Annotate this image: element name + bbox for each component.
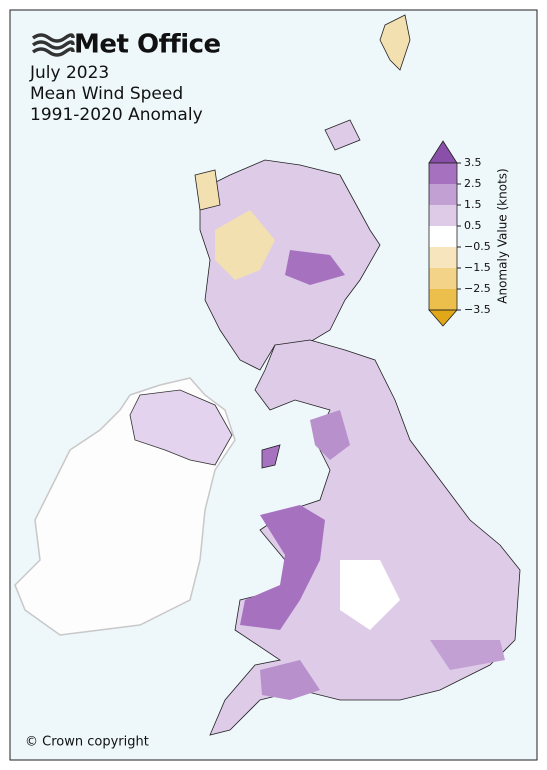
colorbar-segment — [429, 247, 457, 268]
colorbar-tick-label: 3.5 — [464, 156, 482, 169]
colorbar-outline — [428, 162, 458, 311]
title-line: July 2023 — [29, 63, 109, 83]
colorbar-tick-label: −3.5 — [464, 303, 491, 316]
colorbar-segment — [429, 163, 457, 184]
colorbar-tick-label: 1.5 — [464, 198, 482, 211]
logo-icon — [31, 33, 75, 57]
colorbar-segment — [429, 205, 457, 226]
logo-text: Met Office — [74, 30, 221, 60]
scotland-east — [285, 250, 345, 285]
wales — [240, 505, 325, 630]
scotland-west — [215, 210, 275, 280]
orkney — [324, 119, 361, 151]
colorbar-tick-label: −1.5 — [464, 261, 491, 274]
south-east — [430, 640, 505, 670]
colorbar-label: Anomaly Value (knots) — [496, 168, 510, 303]
northern-ireland — [129, 389, 233, 466]
midlands — [340, 560, 400, 630]
colorbar-tick-label: 0.5 — [464, 219, 482, 232]
colorbar-segment — [429, 289, 457, 310]
shetland — [379, 14, 411, 71]
colorbar-segment — [429, 268, 457, 289]
isle-of-man — [261, 444, 281, 469]
cornwall — [260, 660, 320, 700]
colorbar: 3.5 2.5 1.5 0.5 −0.5 −1.5 −2.5 −3.5 — [428, 140, 491, 327]
colorbar-tick-label: −0.5 — [464, 240, 491, 253]
copyright: © Crown copyright — [25, 735, 149, 750]
title-line: 1991-2020 Anomaly — [30, 105, 203, 125]
western-isles — [194, 169, 221, 211]
colorbar-segment — [429, 184, 457, 205]
colorbar-tick-label: 2.5 — [464, 177, 482, 190]
colorbar-tick-label: −2.5 — [464, 282, 491, 295]
cumbria — [310, 410, 350, 460]
title-line: Mean Wind Speed — [30, 84, 183, 104]
colorbar-segment — [429, 226, 457, 247]
